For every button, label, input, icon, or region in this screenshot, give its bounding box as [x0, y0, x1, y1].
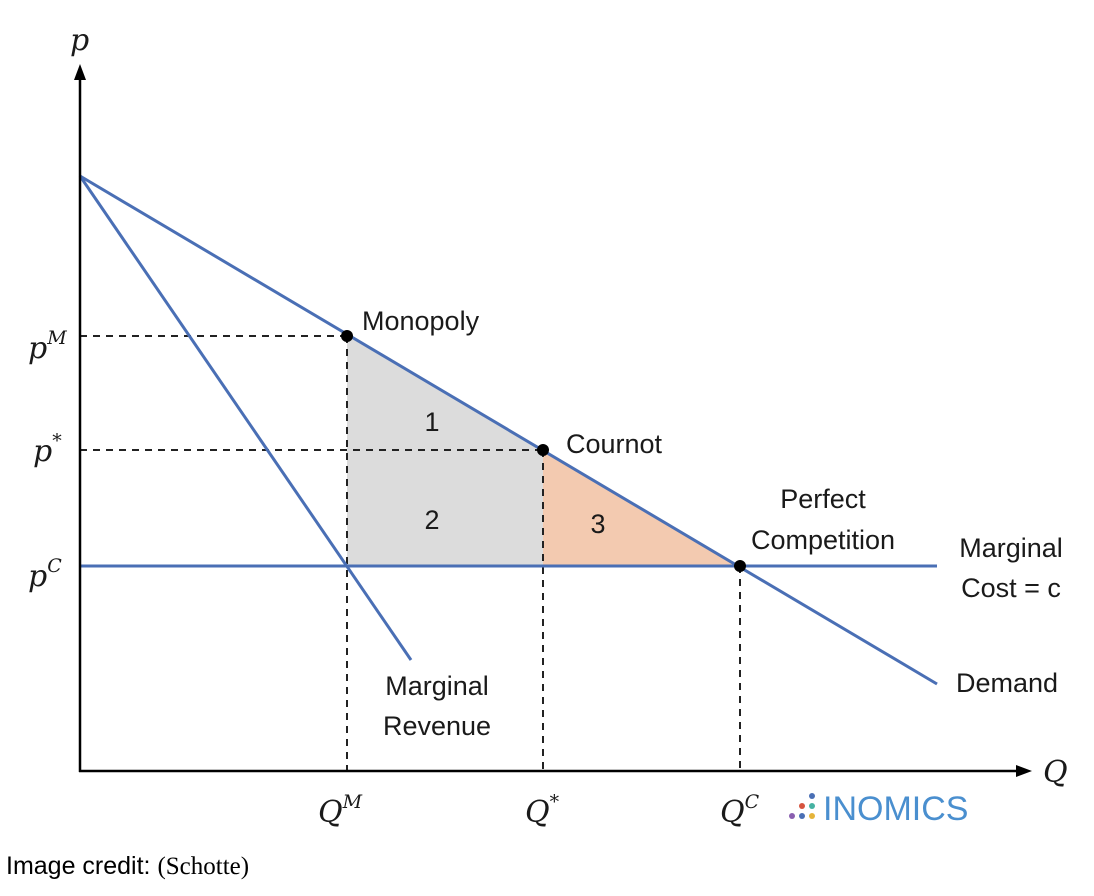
pm-tick-label: pM: [28, 327, 67, 366]
cournot-diagram: p Q pM p* pC QM Q* QC Monopoly Cournot P…: [28, 23, 1068, 830]
image-credit-source: (Schotte): [157, 853, 250, 880]
monopoly-label: Monopoly: [362, 306, 480, 336]
mr-label-line1: Marginal: [385, 671, 489, 701]
pc-tick-label: pC: [28, 555, 62, 594]
competition-label: Competition: [751, 525, 895, 555]
x-axis-label: Q: [1043, 755, 1068, 790]
image-credit: Image credit: (Schotte): [6, 852, 249, 881]
demand-curve: [79, 174, 938, 686]
y-axis-label: p: [70, 23, 89, 58]
region-2-area: [347, 450, 543, 566]
inomics-logo-text: INOMICS: [823, 790, 968, 828]
perfect-label: Perfect: [780, 484, 866, 514]
inomics-logo: INOMICS: [789, 790, 968, 828]
qc-tick-label: QC: [720, 791, 760, 830]
y-axis-arrow-icon: [74, 64, 86, 80]
inomics-dots-icon: [789, 793, 815, 819]
marginal-revenue-curve: [78, 175, 413, 661]
qstar-tick-label: Q*: [525, 791, 560, 830]
cournot-point: [537, 444, 549, 456]
qm-tick-label: QM: [318, 791, 363, 830]
region-1-label: 1: [424, 407, 439, 437]
image-credit-prefix: Image credit:: [6, 852, 158, 880]
pstar-tick-label: p*: [33, 430, 62, 469]
mr-label-line2: Revenue: [383, 711, 491, 741]
monopoly-point: [341, 330, 353, 342]
mc-label-line1: Marginal: [959, 533, 1063, 563]
cournot-label: Cournot: [566, 429, 663, 459]
region-3-label: 3: [590, 509, 605, 539]
x-axis-arrow-icon: [1016, 765, 1032, 777]
mc-label-line2: Cost = c: [961, 573, 1061, 603]
region-2-label: 2: [424, 505, 439, 535]
demand-label: Demand: [956, 668, 1058, 698]
perfect-competition-point: [734, 560, 746, 572]
